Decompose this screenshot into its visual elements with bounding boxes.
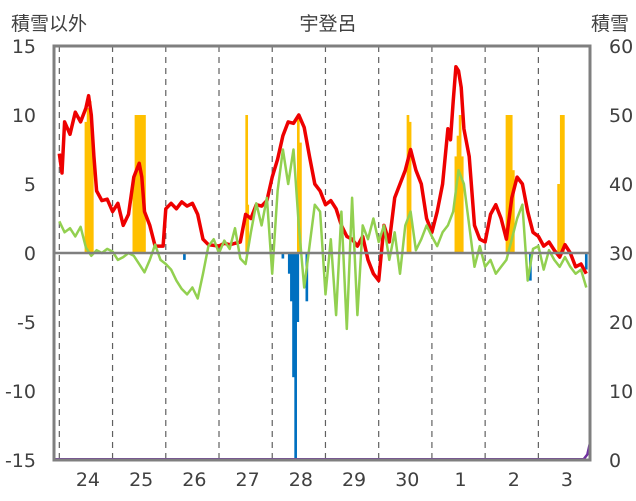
orange-bar (134, 115, 138, 253)
x-tick-label: 28 (289, 469, 313, 491)
x-tick-label: 2 (508, 469, 520, 491)
blue-bar (292, 253, 295, 378)
x-tick-label: 27 (236, 469, 260, 491)
y-tick-label-left: -5 (17, 312, 36, 334)
x-tick-label: 1 (454, 469, 466, 491)
y-tick-label-right: 20 (609, 312, 633, 334)
orange-bar (454, 156, 458, 253)
y-tick-label-left: 0 (24, 243, 36, 265)
orange-bar (456, 135, 460, 253)
orange-bar (458, 115, 462, 253)
orange-bar (246, 204, 250, 253)
bar-series (84, 101, 588, 460)
y-tick-label-right: 40 (609, 174, 633, 196)
purple-series-line (54, 442, 592, 461)
blue-bar (305, 253, 309, 302)
chart-title: 宇登呂 (299, 13, 356, 35)
blue-bar (296, 253, 300, 322)
orange-bar (132, 177, 136, 253)
y-tick-label-left: 10 (12, 105, 36, 127)
blue-bar (294, 253, 297, 460)
orange-bar (90, 142, 94, 253)
plot-frame (52, 44, 592, 462)
blue-bar (584, 253, 588, 270)
orange-bar (509, 115, 513, 253)
red-series-line (57, 64, 588, 283)
blue-bar (281, 253, 285, 259)
orange-bar (557, 184, 560, 253)
x-tick-label: 25 (129, 469, 153, 491)
blue-bar (290, 253, 293, 302)
y-tick-label-right: 30 (609, 243, 633, 265)
x-tick-label: 3 (561, 469, 573, 491)
y-tick-label-left: -10 (5, 381, 36, 403)
blue-bar (183, 253, 186, 260)
y-tick-label-right: 0 (609, 450, 621, 472)
y-tick-label-left: 5 (24, 174, 36, 196)
orange-bar (507, 115, 511, 253)
y-tick-label-right: 60 (609, 36, 633, 58)
y-tick-label-right: 50 (609, 105, 633, 127)
x-tick-label: 29 (342, 469, 366, 491)
right-axis-title: 積雪 (591, 13, 629, 35)
gridlines (58, 46, 539, 460)
orange-bar (562, 115, 565, 253)
x-tick-label: 24 (76, 469, 100, 491)
orange-bar (299, 142, 302, 253)
orange-bar (138, 115, 142, 253)
blue-bar (287, 253, 291, 274)
orange-bar (88, 101, 92, 253)
orange-bar (136, 115, 140, 253)
y-tick-label-right: 10 (609, 381, 633, 403)
x-tick-label: 26 (182, 469, 206, 491)
orange-bar (406, 115, 410, 253)
x-tick-label: 30 (395, 469, 419, 491)
orange-bar (296, 115, 300, 253)
y-tick-label-left: 15 (12, 36, 36, 58)
orange-bar (86, 108, 90, 253)
orange-bar (143, 115, 146, 253)
orange-bar (505, 115, 509, 253)
orange-bar (408, 121, 412, 254)
axes (52, 44, 592, 462)
orange-bar (512, 170, 515, 253)
orange-bar (460, 156, 464, 253)
orange-bar (245, 115, 249, 253)
orange-bar (559, 115, 563, 253)
y-tick-label-left: -15 (5, 450, 36, 472)
orange-bar (84, 121, 88, 254)
left-axis-title: 積雪以外 (11, 13, 87, 35)
